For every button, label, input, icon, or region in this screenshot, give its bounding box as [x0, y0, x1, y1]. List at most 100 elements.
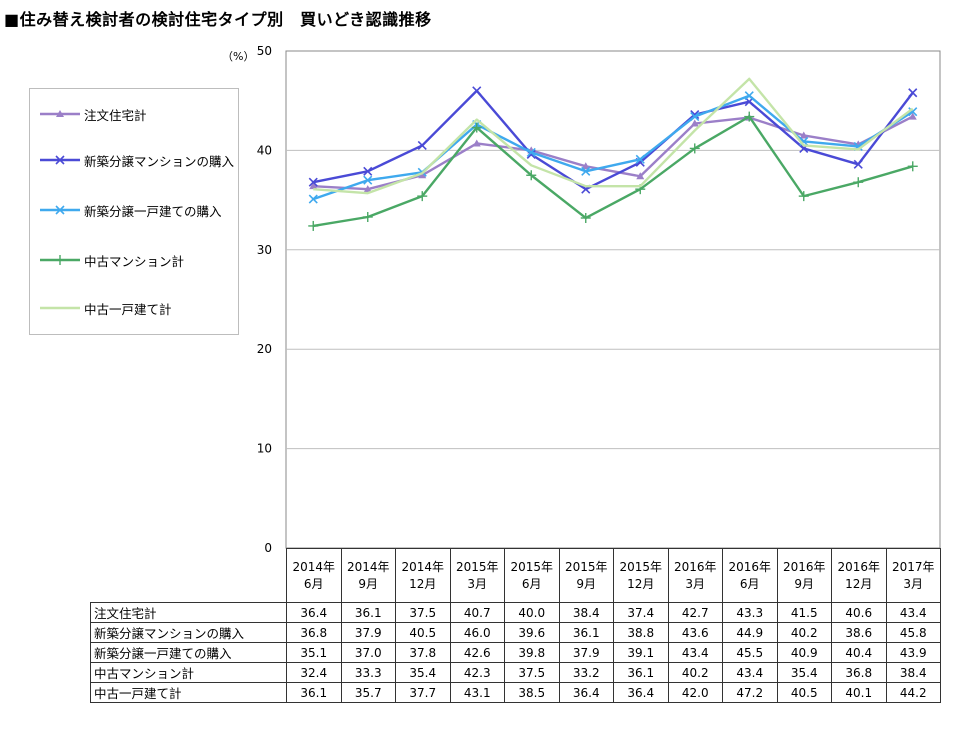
- x-marker: [308, 177, 318, 187]
- table-cell-value: 40.5: [776, 682, 832, 703]
- x-marker: [635, 154, 645, 164]
- x-marker: [55, 155, 65, 165]
- table-cell-value: 39.1: [613, 642, 669, 663]
- table-cell-value: 36.1: [558, 622, 614, 643]
- table-cell-value: 36.8: [286, 622, 342, 643]
- table-cell-value: 42.3: [449, 662, 505, 683]
- series-3: [308, 91, 918, 204]
- table-cell-value: 40.2: [667, 662, 723, 683]
- table-cell-value: 33.3: [340, 662, 396, 683]
- table-cell-value: 32.4: [286, 662, 342, 683]
- triangle-marker: [363, 185, 372, 193]
- triangle-marker: [472, 139, 481, 147]
- table-cell-value: 36.4: [613, 682, 669, 703]
- x-marker: [308, 194, 318, 204]
- legend-label: 注文住宅計: [84, 107, 147, 123]
- x-marker: [744, 91, 754, 101]
- table-cell-value: 36.4: [286, 602, 342, 623]
- table-cell-value: 33.2: [558, 662, 614, 683]
- chart-title: ■住み替え検討者の検討住宅タイプ別 買いどき認識推移: [4, 10, 432, 29]
- table-corner: [90, 548, 287, 603]
- legend-item: 新築分譲マンションの購入: [38, 151, 234, 169]
- table-row-label: 中古マンション計: [90, 662, 287, 683]
- y-tick-label: 10: [257, 442, 272, 456]
- series-line: [313, 77, 914, 195]
- table-cell-value: 43.4: [722, 662, 778, 683]
- legend-swatch: [40, 255, 80, 265]
- triangle-marker: [908, 112, 917, 120]
- chart-legend: 注文住宅計 新築分譲マンションの購入 新築分譲一戸建ての購入 中古マンション計 中古一戸…: [29, 88, 239, 335]
- table-cell-value: 38.6: [831, 622, 887, 643]
- table-cell-value: 35.1: [286, 642, 342, 663]
- table-cell-value: 37.8: [395, 642, 451, 663]
- x-marker: [55, 205, 65, 215]
- table-cell-value: 37.9: [558, 642, 614, 663]
- table-cell-value: 40.2: [776, 622, 832, 643]
- legend-swatch: [40, 306, 80, 310]
- triangle-marker: [418, 171, 427, 179]
- table-cell-value: 40.6: [831, 602, 887, 623]
- x-marker: [635, 157, 645, 167]
- table-row-label: 新築分譲一戸建ての購入: [90, 642, 287, 663]
- table-row-label: 注文住宅計: [90, 602, 287, 623]
- y-tick-label: 20: [257, 342, 272, 356]
- y-tick-label: 0: [264, 541, 272, 555]
- data-table: 2014年 6月 2014年 9月 2014年 12月 2015年 3月 2015年 6月 2015…: [90, 548, 941, 703]
- table-cell-value: 43.4: [667, 642, 723, 663]
- x-category-label: 2015年 12月: [613, 548, 669, 603]
- x-category-label: 2016年 3月: [667, 548, 723, 603]
- legend-item: 新築分譲一戸建ての購入: [38, 201, 222, 219]
- table-row-label: 新築分譲マンションの購入: [90, 622, 287, 643]
- x-category-label: 2015年 6月: [504, 548, 560, 603]
- table-cell-value: 40.1: [831, 682, 887, 703]
- table-cell-value: 40.9: [776, 642, 832, 663]
- x-marker: [690, 112, 700, 122]
- legend-swatch: [40, 205, 80, 215]
- triangle-marker: [56, 110, 64, 117]
- table-cell-value: 36.1: [340, 602, 396, 623]
- y-axis-unit-label: （%）: [222, 50, 255, 63]
- table-cell-value: 44.9: [722, 622, 778, 643]
- x-category-label: 2017年 3月: [885, 548, 941, 603]
- legend-label: 新築分譲マンションの購入: [84, 153, 235, 169]
- table-cell-value: 37.7: [395, 682, 451, 703]
- table-row: 中古マンション計 32.4 33.3 35.4 42.3 37.5 33.2 36.1 40.2…: [90, 662, 941, 683]
- x-category-label: 2014年 9月: [340, 548, 396, 603]
- table-cell-value: 42.7: [667, 602, 723, 623]
- x-category-label: 2015年 9月: [558, 548, 614, 603]
- x-marker: [908, 107, 918, 117]
- x-category-label: 2016年 6月: [722, 548, 778, 603]
- legend-label: 新築分譲一戸建ての購入: [84, 203, 222, 219]
- x-category-label: 2014年 12月: [395, 548, 451, 603]
- table-row: 中古一戸建て計 36.1 35.7 37.7 43.1 38.5 36.4 36.4 42.0 4…: [90, 682, 941, 703]
- triangle-marker: [799, 131, 808, 139]
- x-marker: [363, 166, 373, 176]
- table-cell-value: 37.5: [395, 602, 451, 623]
- triangle-marker: [690, 119, 699, 127]
- table-row: 新築分譲一戸建ての購入 35.1 37.0 37.8 42.6 39.8 37.9 39.1 4…: [90, 642, 941, 663]
- table-cell-value: 36.4: [558, 682, 614, 703]
- table-cell-value: 40.5: [395, 622, 451, 643]
- table-cell-value: 43.4: [885, 602, 941, 623]
- table-row: 新築分譲マンションの購入 36.8 37.9 40.5 46.0 39.6 36.1 38.8…: [90, 622, 941, 643]
- y-tick-label: 30: [257, 243, 272, 257]
- legend-swatch: [40, 155, 80, 165]
- table-cell-value: 37.0: [340, 642, 396, 663]
- x-marker: [472, 86, 482, 96]
- triangle-marker: [581, 162, 590, 170]
- table-cell-value: 43.9: [885, 642, 941, 663]
- table-cell-value: 37.5: [504, 662, 560, 683]
- table-cell-value: 43.3: [722, 602, 778, 623]
- x-category-label: 2016年 9月: [776, 548, 832, 603]
- x-category-label: 2016年 12月: [831, 548, 887, 603]
- series-5: [313, 77, 914, 195]
- table-cell-value: 38.4: [558, 602, 614, 623]
- legend-swatch: [40, 110, 80, 117]
- table-cell-value: 40.0: [504, 602, 560, 623]
- triangle-marker: [636, 172, 645, 180]
- x-category-label: 2014年 6月: [286, 548, 342, 603]
- table-row: 注文住宅計 36.4 36.1 37.5 40.7 40.0 38.4 37.4 42.7 43.…: [90, 602, 941, 623]
- x-marker: [581, 166, 591, 176]
- table-cell-value: 36.1: [613, 662, 669, 683]
